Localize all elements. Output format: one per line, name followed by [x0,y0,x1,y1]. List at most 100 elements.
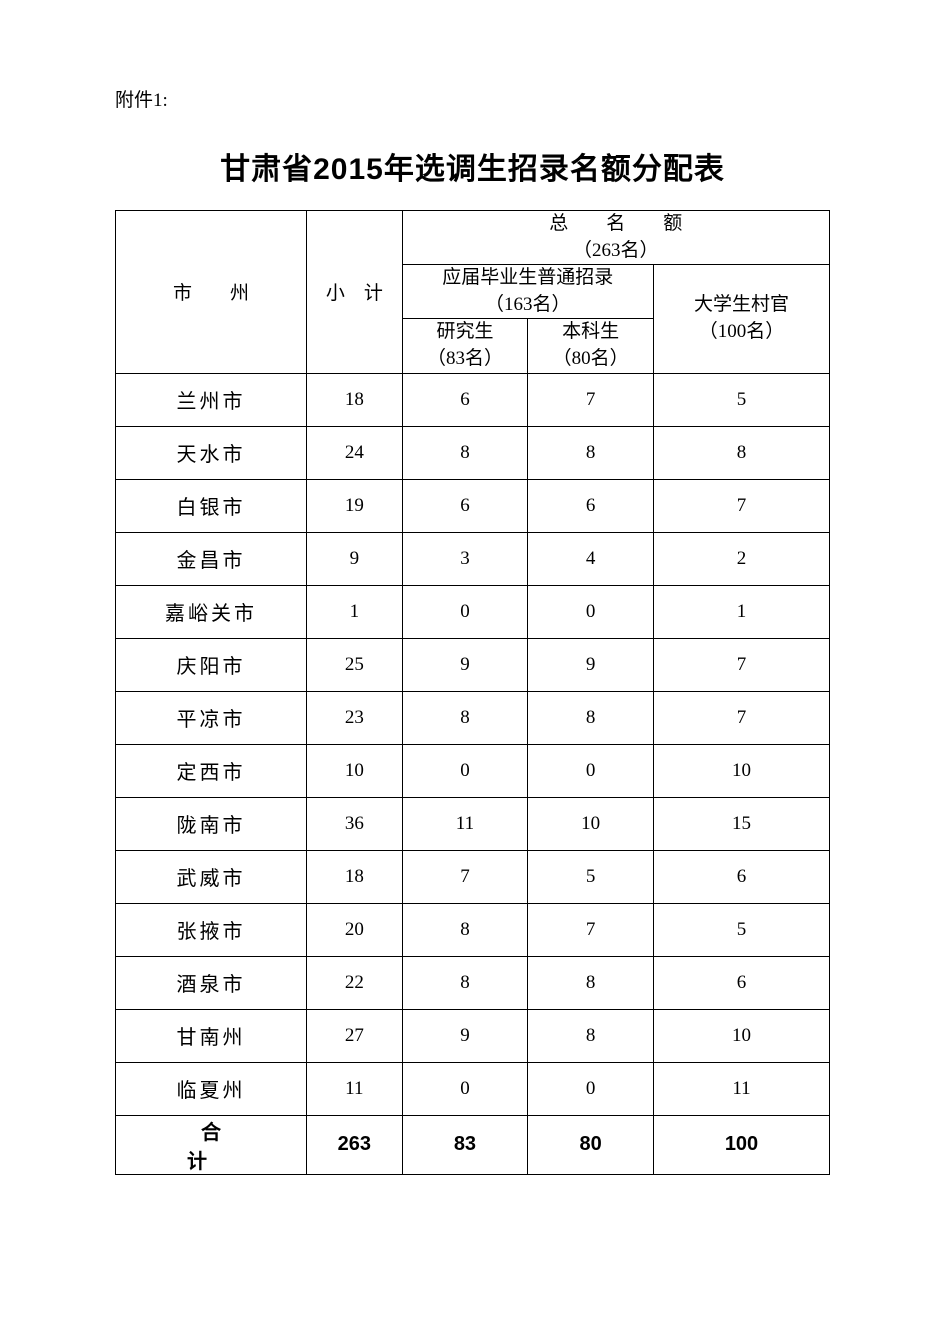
cell-city: 白银市 [116,479,307,532]
table-row: 临夏州110011 [116,1062,830,1115]
cell-subtotal: 19 [307,479,403,532]
cell-subtotal: 9 [307,532,403,585]
cell-city: 甘南州 [116,1009,307,1062]
cell-subtotal: 11 [307,1062,403,1115]
cell-city: 金昌市 [116,532,307,585]
cell-subtotal: 27 [307,1009,403,1062]
quota-table: 市 州 小 计 总 名 额 （263名） 应届毕业生普通招录 （163名） 大学… [115,210,830,1175]
cell-city: 定西市 [116,744,307,797]
table-row: 酒泉市22886 [116,956,830,1009]
cell-village: 7 [654,638,830,691]
header-village-official-label: 大学生村官 [694,294,789,315]
cell-grad: 3 [402,532,528,585]
cell-grad: 8 [402,903,528,956]
table-row: 陇南市36111015 [116,797,830,850]
cell-city: 武威市 [116,850,307,903]
cell-village: 7 [654,691,830,744]
footer-undergrad: 80 [528,1115,654,1174]
header-city: 市 州 [116,211,307,374]
cell-village: 8 [654,426,830,479]
cell-subtotal: 23 [307,691,403,744]
cell-undergrad: 8 [528,426,654,479]
cell-grad: 9 [402,638,528,691]
cell-undergrad: 10 [528,797,654,850]
cell-city: 临夏州 [116,1062,307,1115]
footer-village: 100 [654,1115,830,1174]
cell-subtotal: 1 [307,585,403,638]
cell-grad: 7 [402,850,528,903]
cell-undergrad: 0 [528,585,654,638]
header-total-quota-label: 总 名 额 [549,213,682,234]
table-header: 市 州 小 计 总 名 额 （263名） 应届毕业生普通招录 （163名） 大学… [116,211,830,374]
cell-village: 6 [654,956,830,1009]
cell-undergrad: 5 [528,850,654,903]
cell-undergrad: 0 [528,1062,654,1115]
header-undergrad-count: （80名） [553,348,629,369]
cell-grad: 0 [402,585,528,638]
header-grad-student: 研究生 （83名） [402,319,528,373]
cell-undergrad: 8 [528,691,654,744]
table-row: 武威市18756 [116,850,830,903]
cell-village: 5 [654,373,830,426]
table-row: 定西市100010 [116,744,830,797]
cell-subtotal: 24 [307,426,403,479]
cell-city: 平凉市 [116,691,307,744]
header-subtotal: 小 计 [307,211,403,374]
cell-undergrad: 8 [528,956,654,1009]
cell-village: 11 [654,1062,830,1115]
cell-grad: 0 [402,1062,528,1115]
cell-village: 5 [654,903,830,956]
cell-subtotal: 18 [307,850,403,903]
cell-village: 2 [654,532,830,585]
cell-grad: 8 [402,956,528,1009]
cell-grad: 6 [402,373,528,426]
header-new-grad: 应届毕业生普通招录 （163名） [402,265,653,319]
table-body: 兰州市18675天水市24888白银市19667金昌市9342嘉峪关市1001庆… [116,373,830,1174]
cell-village: 7 [654,479,830,532]
header-undergrad-label: 本科生 [562,321,619,342]
cell-undergrad: 0 [528,744,654,797]
cell-undergrad: 8 [528,1009,654,1062]
document-title: 甘肃省2015年选调生招录名额分配表 [115,144,830,188]
header-grad-student-count: （83名） [427,348,503,369]
header-village-official-count: （100名） [699,321,785,342]
cell-undergrad: 4 [528,532,654,585]
cell-undergrad: 9 [528,638,654,691]
cell-village: 6 [654,850,830,903]
cell-grad: 0 [402,744,528,797]
cell-village: 10 [654,1009,830,1062]
cell-grad: 11 [402,797,528,850]
table-row: 白银市19667 [116,479,830,532]
cell-grad: 9 [402,1009,528,1062]
cell-grad: 8 [402,426,528,479]
cell-city: 陇南市 [116,797,307,850]
cell-subtotal: 22 [307,956,403,1009]
header-village-official: 大学生村官 （100名） [654,265,830,373]
cell-city: 酒泉市 [116,956,307,1009]
cell-subtotal: 18 [307,373,403,426]
table-row: 金昌市9342 [116,532,830,585]
cell-grad: 8 [402,691,528,744]
cell-city: 嘉峪关市 [116,585,307,638]
attachment-label: 附件1: [115,85,830,112]
cell-city: 兰州市 [116,373,307,426]
cell-subtotal: 20 [307,903,403,956]
header-new-grad-count: （163名） [485,294,571,315]
table-row: 张掖市20875 [116,903,830,956]
cell-subtotal: 10 [307,744,403,797]
header-grad-student-label: 研究生 [436,321,493,342]
cell-city: 张掖市 [116,903,307,956]
header-undergrad: 本科生 （80名） [528,319,654,373]
table-row: 天水市24888 [116,426,830,479]
table-row: 庆阳市25997 [116,638,830,691]
footer-grad: 83 [402,1115,528,1174]
cell-subtotal: 36 [307,797,403,850]
cell-undergrad: 7 [528,373,654,426]
header-total-quota-count: （263名） [573,240,659,261]
cell-village: 10 [654,744,830,797]
cell-undergrad: 7 [528,903,654,956]
table-footer-row: 合 计2638380100 [116,1115,830,1174]
header-total-quota: 总 名 额 （263名） [402,211,829,265]
footer-label: 合 计 [116,1115,307,1174]
cell-grad: 6 [402,479,528,532]
